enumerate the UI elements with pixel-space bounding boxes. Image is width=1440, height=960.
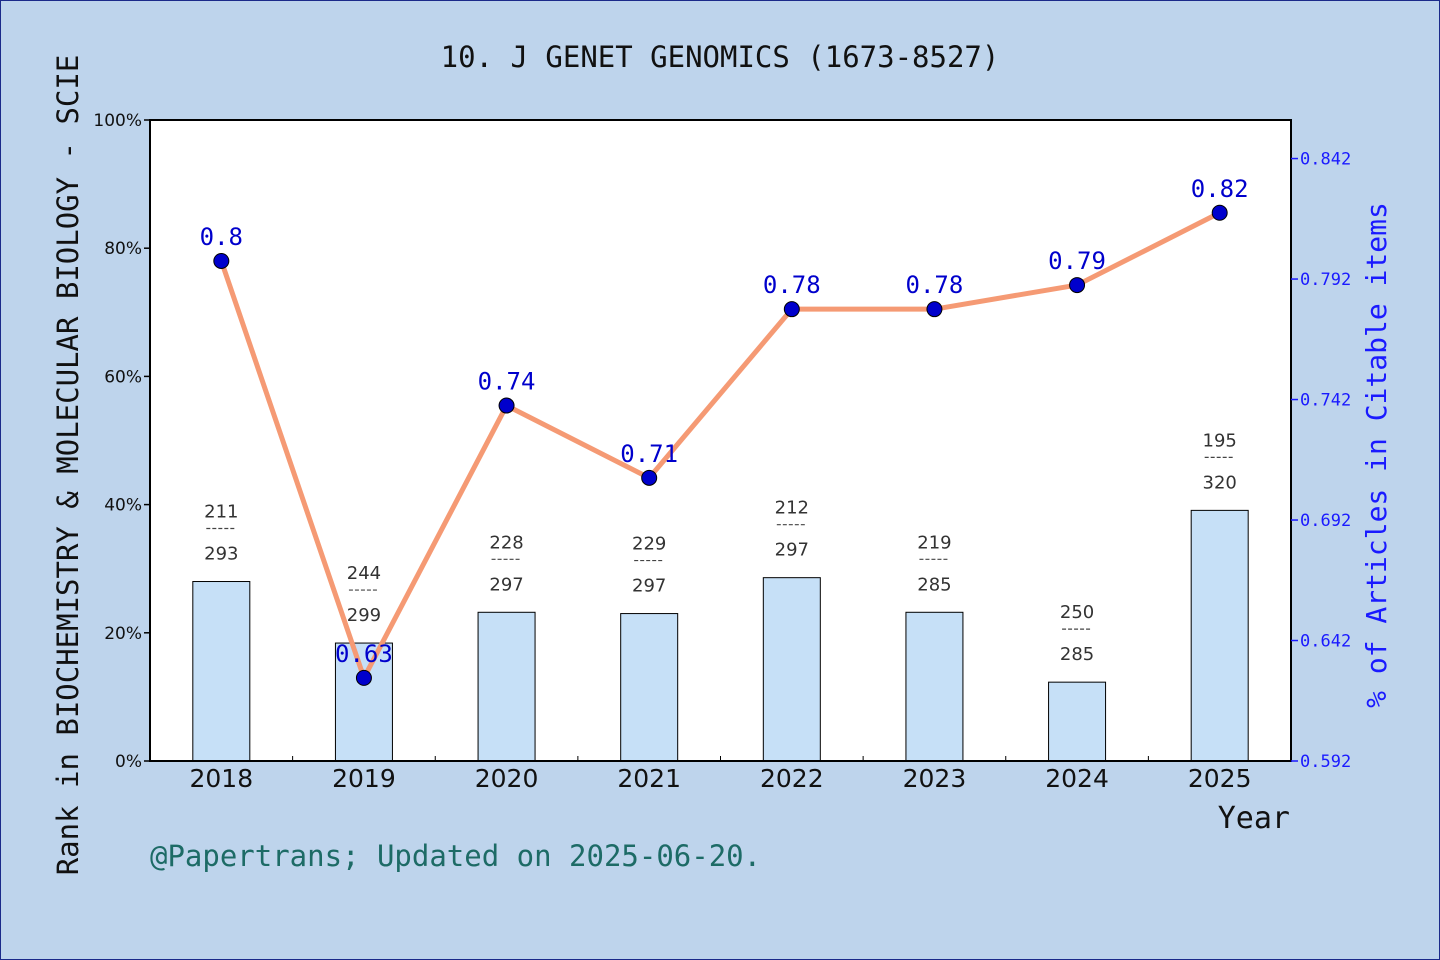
bar-2020 — [477, 611, 536, 762]
bar-rank-label: 211 — [204, 502, 238, 523]
y-tick-label: 100% — [93, 111, 142, 131]
bar-2025 — [1190, 509, 1249, 762]
plot-area — [150, 120, 1291, 761]
line-point-label: 0.74 — [478, 368, 536, 396]
x-tick-label: 2018 — [190, 764, 254, 793]
bar-total-label: 293 — [204, 544, 238, 565]
line-point-2023 — [926, 301, 943, 318]
line-point-label: 0.79 — [1048, 247, 1106, 275]
bar-total-label: 297 — [632, 576, 666, 597]
line-point-label: 0.82 — [1191, 175, 1249, 203]
line-point-2018 — [213, 252, 230, 269]
x-tick-label: 2020 — [475, 764, 539, 793]
y2-tick-label: 0.592 — [1300, 752, 1351, 772]
bar-2023 — [905, 611, 964, 762]
bar-2021 — [620, 613, 679, 762]
line-point-2024 — [1069, 277, 1086, 294]
bar-rank-label: 195 — [1203, 430, 1237, 451]
line-point-2020 — [498, 397, 515, 414]
y2-axis-label: % of Articles in Citable items — [1360, 202, 1393, 708]
line-series — [218, 210, 1221, 681]
y2-tick-label: 0.792 — [1300, 270, 1351, 290]
footnote: @Papertrans; Updated on 2025-06-20. — [150, 839, 761, 873]
line-point-2022 — [783, 301, 800, 318]
y2-tick-label: 0.742 — [1300, 391, 1351, 411]
line-point-2025 — [1211, 204, 1228, 221]
bar-total-label: 320 — [1203, 472, 1237, 493]
bar-rank-label: 250 — [1060, 602, 1094, 623]
bar-total-label: 297 — [489, 574, 523, 595]
bar-rank-label: 244 — [347, 563, 381, 584]
y-tick-label: 40% — [104, 496, 142, 516]
bar-total-label: 297 — [775, 540, 809, 561]
bar-2018 — [192, 581, 251, 762]
bar-total-label: 285 — [917, 574, 951, 595]
x-axis-label: Year — [1218, 801, 1290, 836]
x-tick-label: 2024 — [1045, 764, 1109, 793]
x-tick-label: 2022 — [760, 764, 824, 793]
line-point-label: 0.8 — [200, 223, 243, 251]
chart-title: 10. J GENET GENOMICS (1673-8527) — [441, 40, 1000, 74]
x-tick-label: 2019 — [332, 764, 396, 793]
bar-rank-label: 219 — [917, 532, 951, 553]
y2-tick-label: 0.642 — [1300, 632, 1351, 652]
y-tick-label: 0% — [115, 752, 142, 772]
line-point-2019 — [355, 669, 372, 686]
x-tick-label: 2025 — [1188, 764, 1252, 793]
line-point-label: 0.78 — [763, 271, 821, 299]
bar-rank-label: 212 — [775, 498, 809, 519]
x-tick-label: 2021 — [617, 764, 681, 793]
y2-tick-label: 0.692 — [1300, 511, 1351, 531]
bar-rank-label: 229 — [632, 534, 666, 555]
y2-tick-label: 0.842 — [1300, 150, 1351, 170]
line-point-label: 0.71 — [620, 440, 678, 468]
line-point-label: 0.63 — [335, 640, 393, 668]
bar-total-label: 299 — [347, 605, 381, 626]
y-axis-label: Rank in BIOCHEMISTRY & MOLECULAR BIOLOGY… — [51, 55, 85, 876]
bar-2022 — [762, 577, 821, 762]
line-point-label: 0.78 — [906, 271, 964, 299]
bar-rank-label: 228 — [489, 532, 523, 553]
y-tick-label: 60% — [104, 367, 142, 387]
y-tick-label: 20% — [104, 624, 142, 644]
x-tick-label: 2023 — [903, 764, 967, 793]
y-tick-label: 80% — [104, 239, 142, 259]
bar-2024 — [1048, 681, 1107, 762]
line-point-2021 — [641, 469, 658, 486]
bar-total-label: 285 — [1060, 644, 1094, 665]
